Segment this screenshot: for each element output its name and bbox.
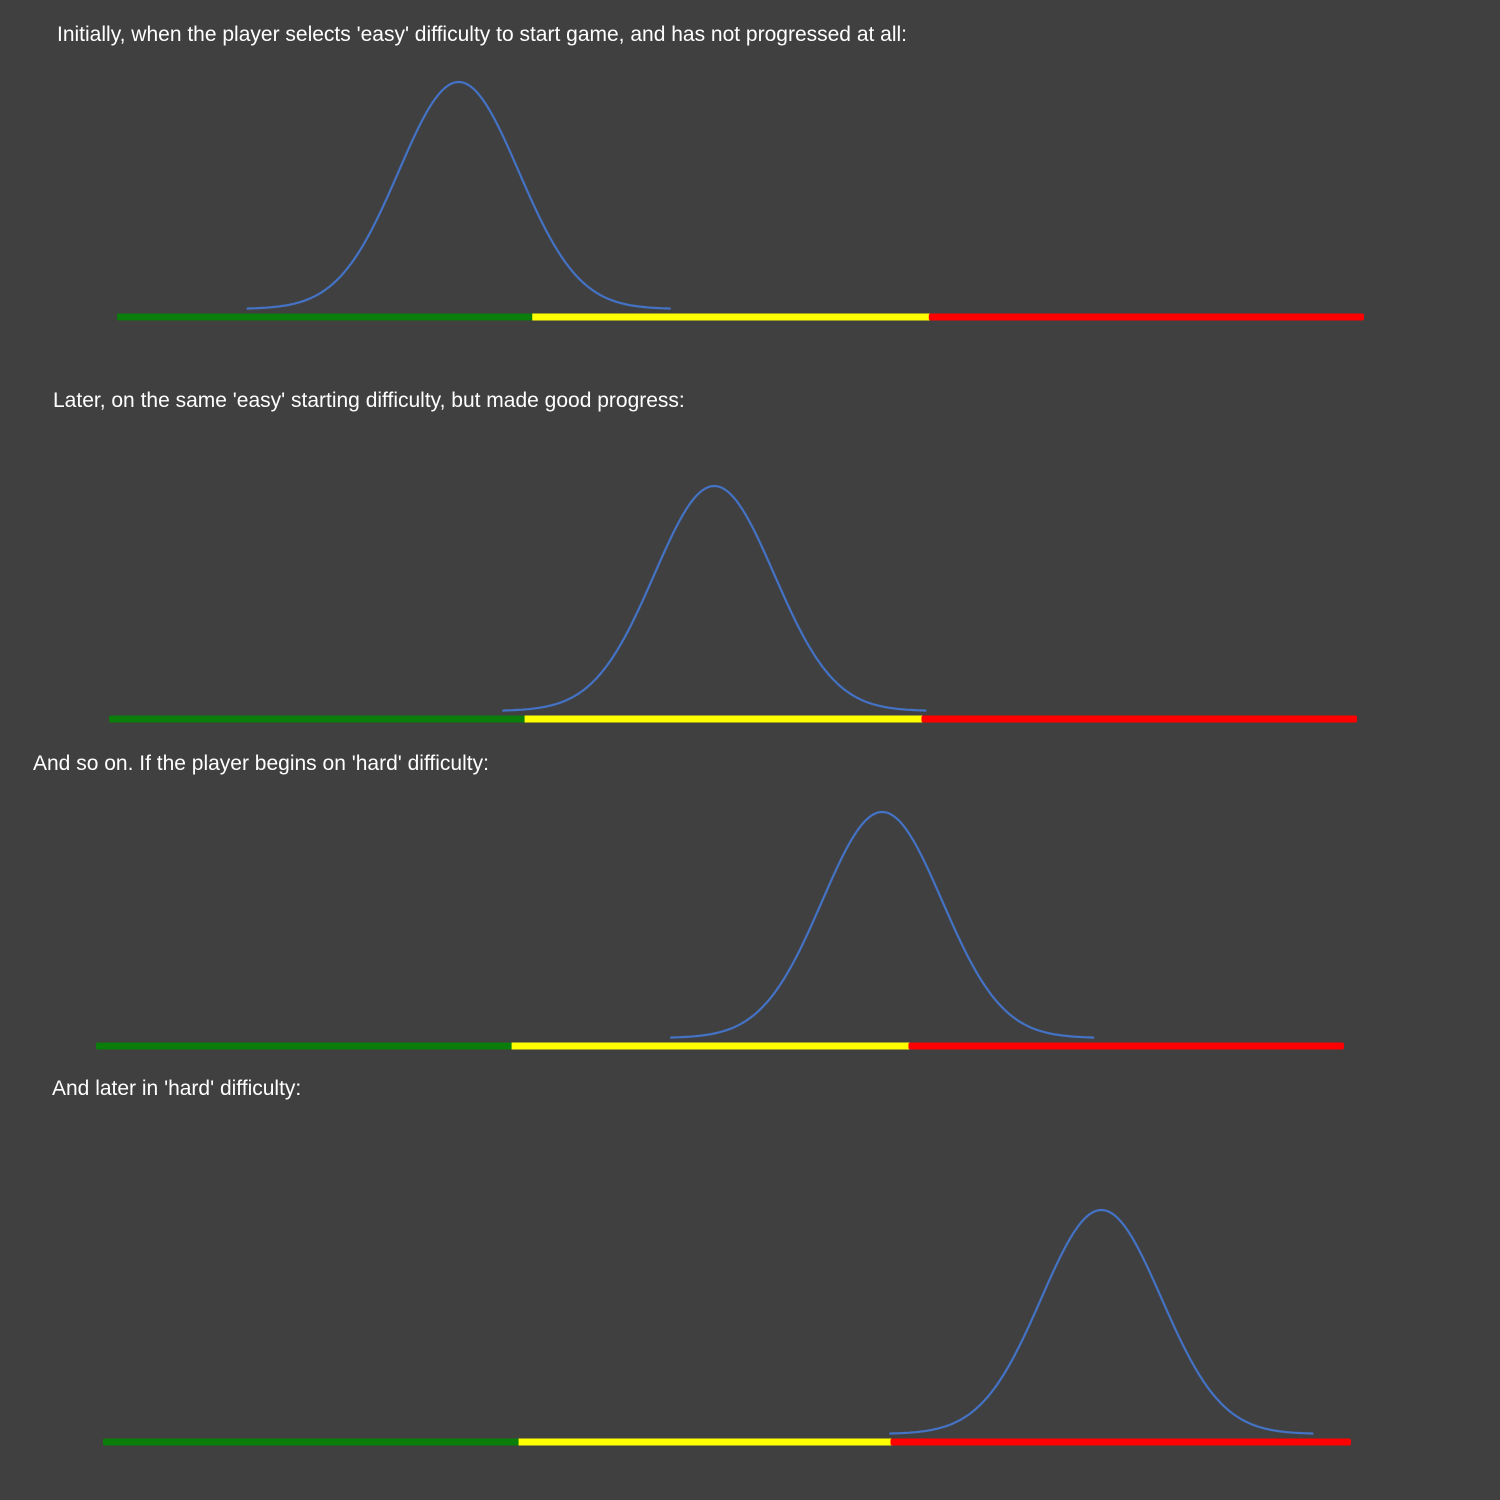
zone-red-2 — [921, 715, 1357, 723]
panel-1 — [117, 80, 1364, 321]
zone-yellow-4 — [518, 1438, 892, 1446]
zone-yellow-3 — [511, 1042, 910, 1050]
caption-panel-2: Later, on the same 'easy' starting diffi… — [53, 389, 685, 412]
zone-red-3 — [908, 1042, 1344, 1050]
caption-panel-3: And so on. If the player begins on 'hard… — [33, 752, 489, 775]
difficulty-bar-2 — [109, 715, 1357, 723]
skill-distribution-curve-1 — [246, 80, 671, 310]
zone-green-3 — [96, 1042, 513, 1050]
skill-distribution-curve-3 — [670, 810, 1095, 1039]
zone-yellow-2 — [524, 715, 923, 723]
panel-2 — [109, 484, 1357, 723]
difficulty-bar-4 — [103, 1438, 1351, 1446]
difficulty-bar-3 — [96, 1042, 1344, 1050]
caption-panel-4: And later in 'hard' difficulty: — [52, 1077, 302, 1100]
zone-green-1 — [117, 313, 534, 321]
panel-3 — [96, 810, 1344, 1050]
difficulty-bar-1 — [117, 313, 1364, 321]
zone-green-2 — [109, 715, 526, 723]
zone-red-4 — [890, 1438, 1351, 1446]
zone-green-4 — [103, 1438, 520, 1446]
skill-distribution-curve-4 — [889, 1208, 1314, 1435]
zone-yellow-1 — [532, 313, 930, 321]
caption-panel-1: Initially, when the player selects 'easy… — [57, 23, 908, 46]
skill-distribution-curve-2 — [502, 484, 927, 712]
zone-red-1 — [928, 313, 1364, 321]
panel-4 — [103, 1208, 1351, 1446]
